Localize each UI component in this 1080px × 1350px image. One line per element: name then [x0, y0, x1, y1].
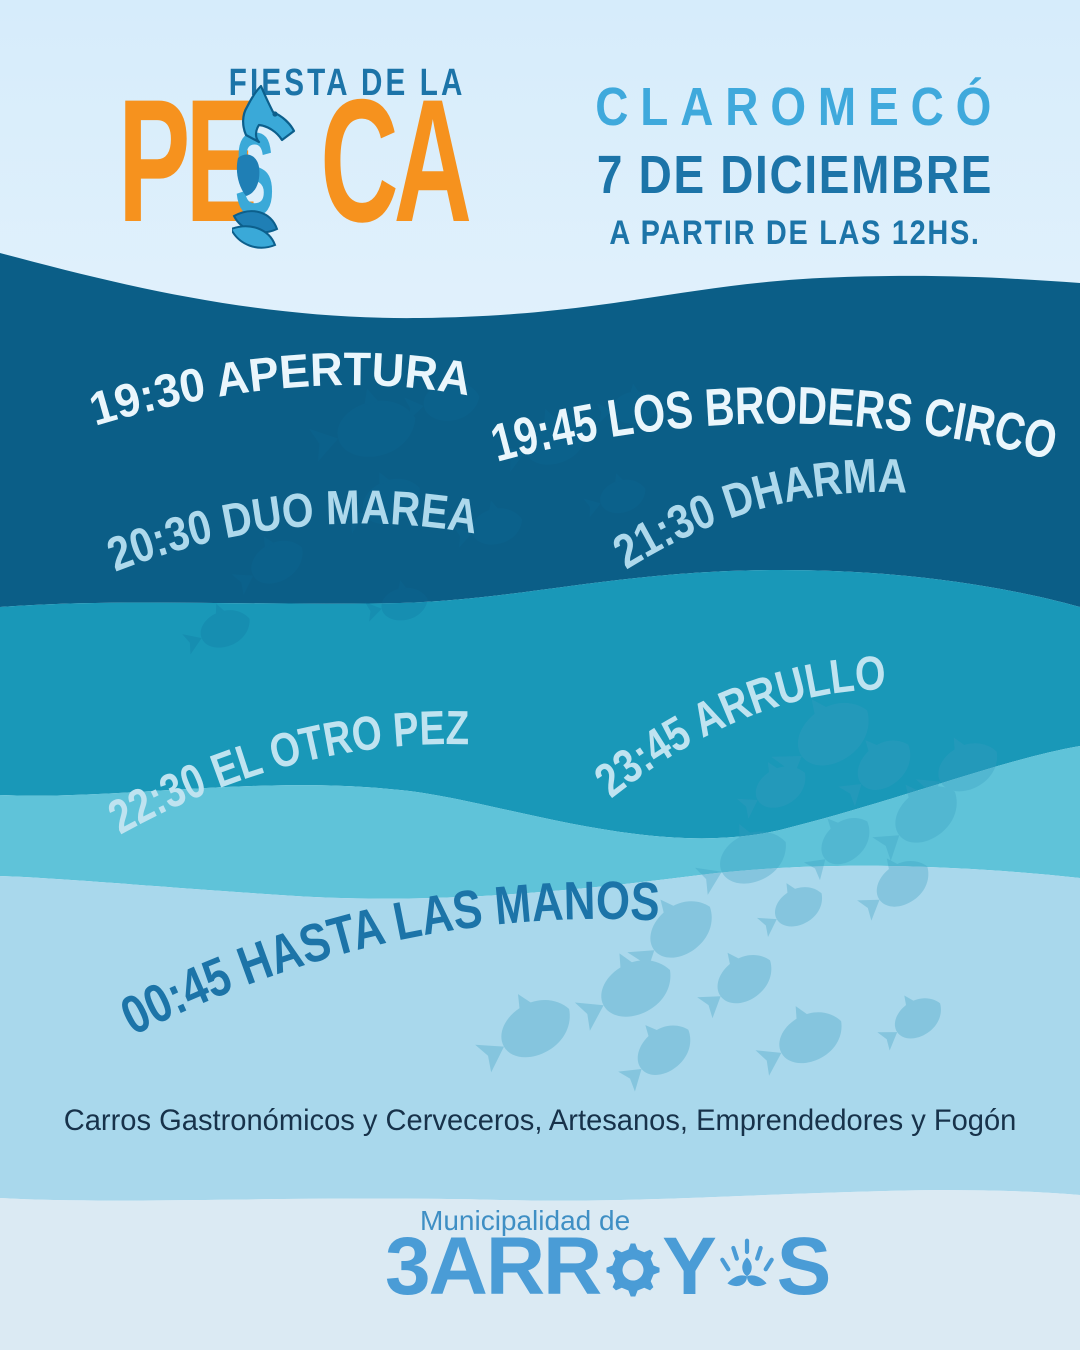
- svg-text:19:45 LOS BRODERS CIRCO: 19:45 LOS BRODERS CIRCO: [485, 376, 1063, 473]
- svg-text:00:45 HASTA LAS MANOS: 00:45 HASTA LAS MANOS: [112, 871, 661, 1047]
- svg-text:21:30 DHARMA: 21:30 DHARMA: [604, 450, 907, 579]
- svg-text:23:45 ARRULLO: 23:45 ARRULLO: [585, 647, 886, 808]
- svg-text:19:30 APERTURA: 19:30 APERTURA: [83, 342, 475, 435]
- svg-text:20:30 DUO MAREA: 20:30 DUO MAREA: [100, 481, 481, 582]
- svg-text:22:30 EL OTRO PEZ: 22:30 EL OTRO PEZ: [100, 702, 469, 845]
